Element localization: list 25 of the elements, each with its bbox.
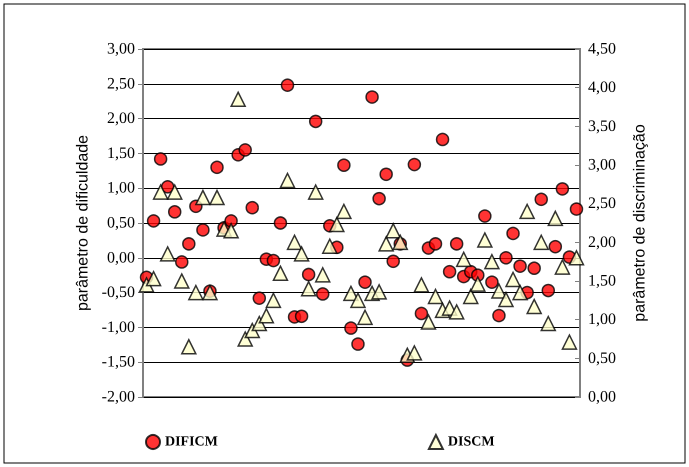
y-tick-label: 2,00 (107, 110, 135, 128)
y-tick-label: 3,00 (107, 40, 135, 58)
y-tick-label: -1,00 (102, 318, 135, 336)
y2-tick-label: 4,00 (588, 79, 616, 96)
y2-tick-label: 0,00 (588, 388, 616, 406)
y-tick-label: 1,00 (107, 180, 135, 197)
y-tick-label: -1,50 (102, 354, 135, 371)
y2-tick-label: 4,50 (588, 40, 616, 58)
y2-tick-label: 2,00 (588, 234, 616, 251)
y-tick-label: 2,50 (107, 75, 135, 92)
y2-tick-label: 3,50 (588, 118, 616, 135)
y-tick-label: -0,50 (102, 284, 135, 302)
y2-tick-label: 1,50 (588, 272, 616, 290)
y2-tick-label: 2,50 (588, 195, 616, 212)
legend-label: DISCM (448, 434, 495, 450)
y2-axis-title: parâmetro de discriminação (632, 124, 648, 322)
y-tick-label: 0,00 (107, 249, 135, 266)
y-tick-label: 1,50 (107, 144, 135, 162)
y2-tick-label: 3,00 (588, 156, 616, 174)
y-tick-label: 0,50 (107, 214, 135, 232)
y2-tick-label: 0,50 (588, 350, 616, 367)
legend-label: DIFICM (165, 434, 218, 450)
y-tick-label: -2,00 (102, 388, 135, 406)
y-axis-title: parâmetro de dificuldade (74, 134, 92, 312)
y2-tick-label: 1,00 (588, 311, 616, 328)
